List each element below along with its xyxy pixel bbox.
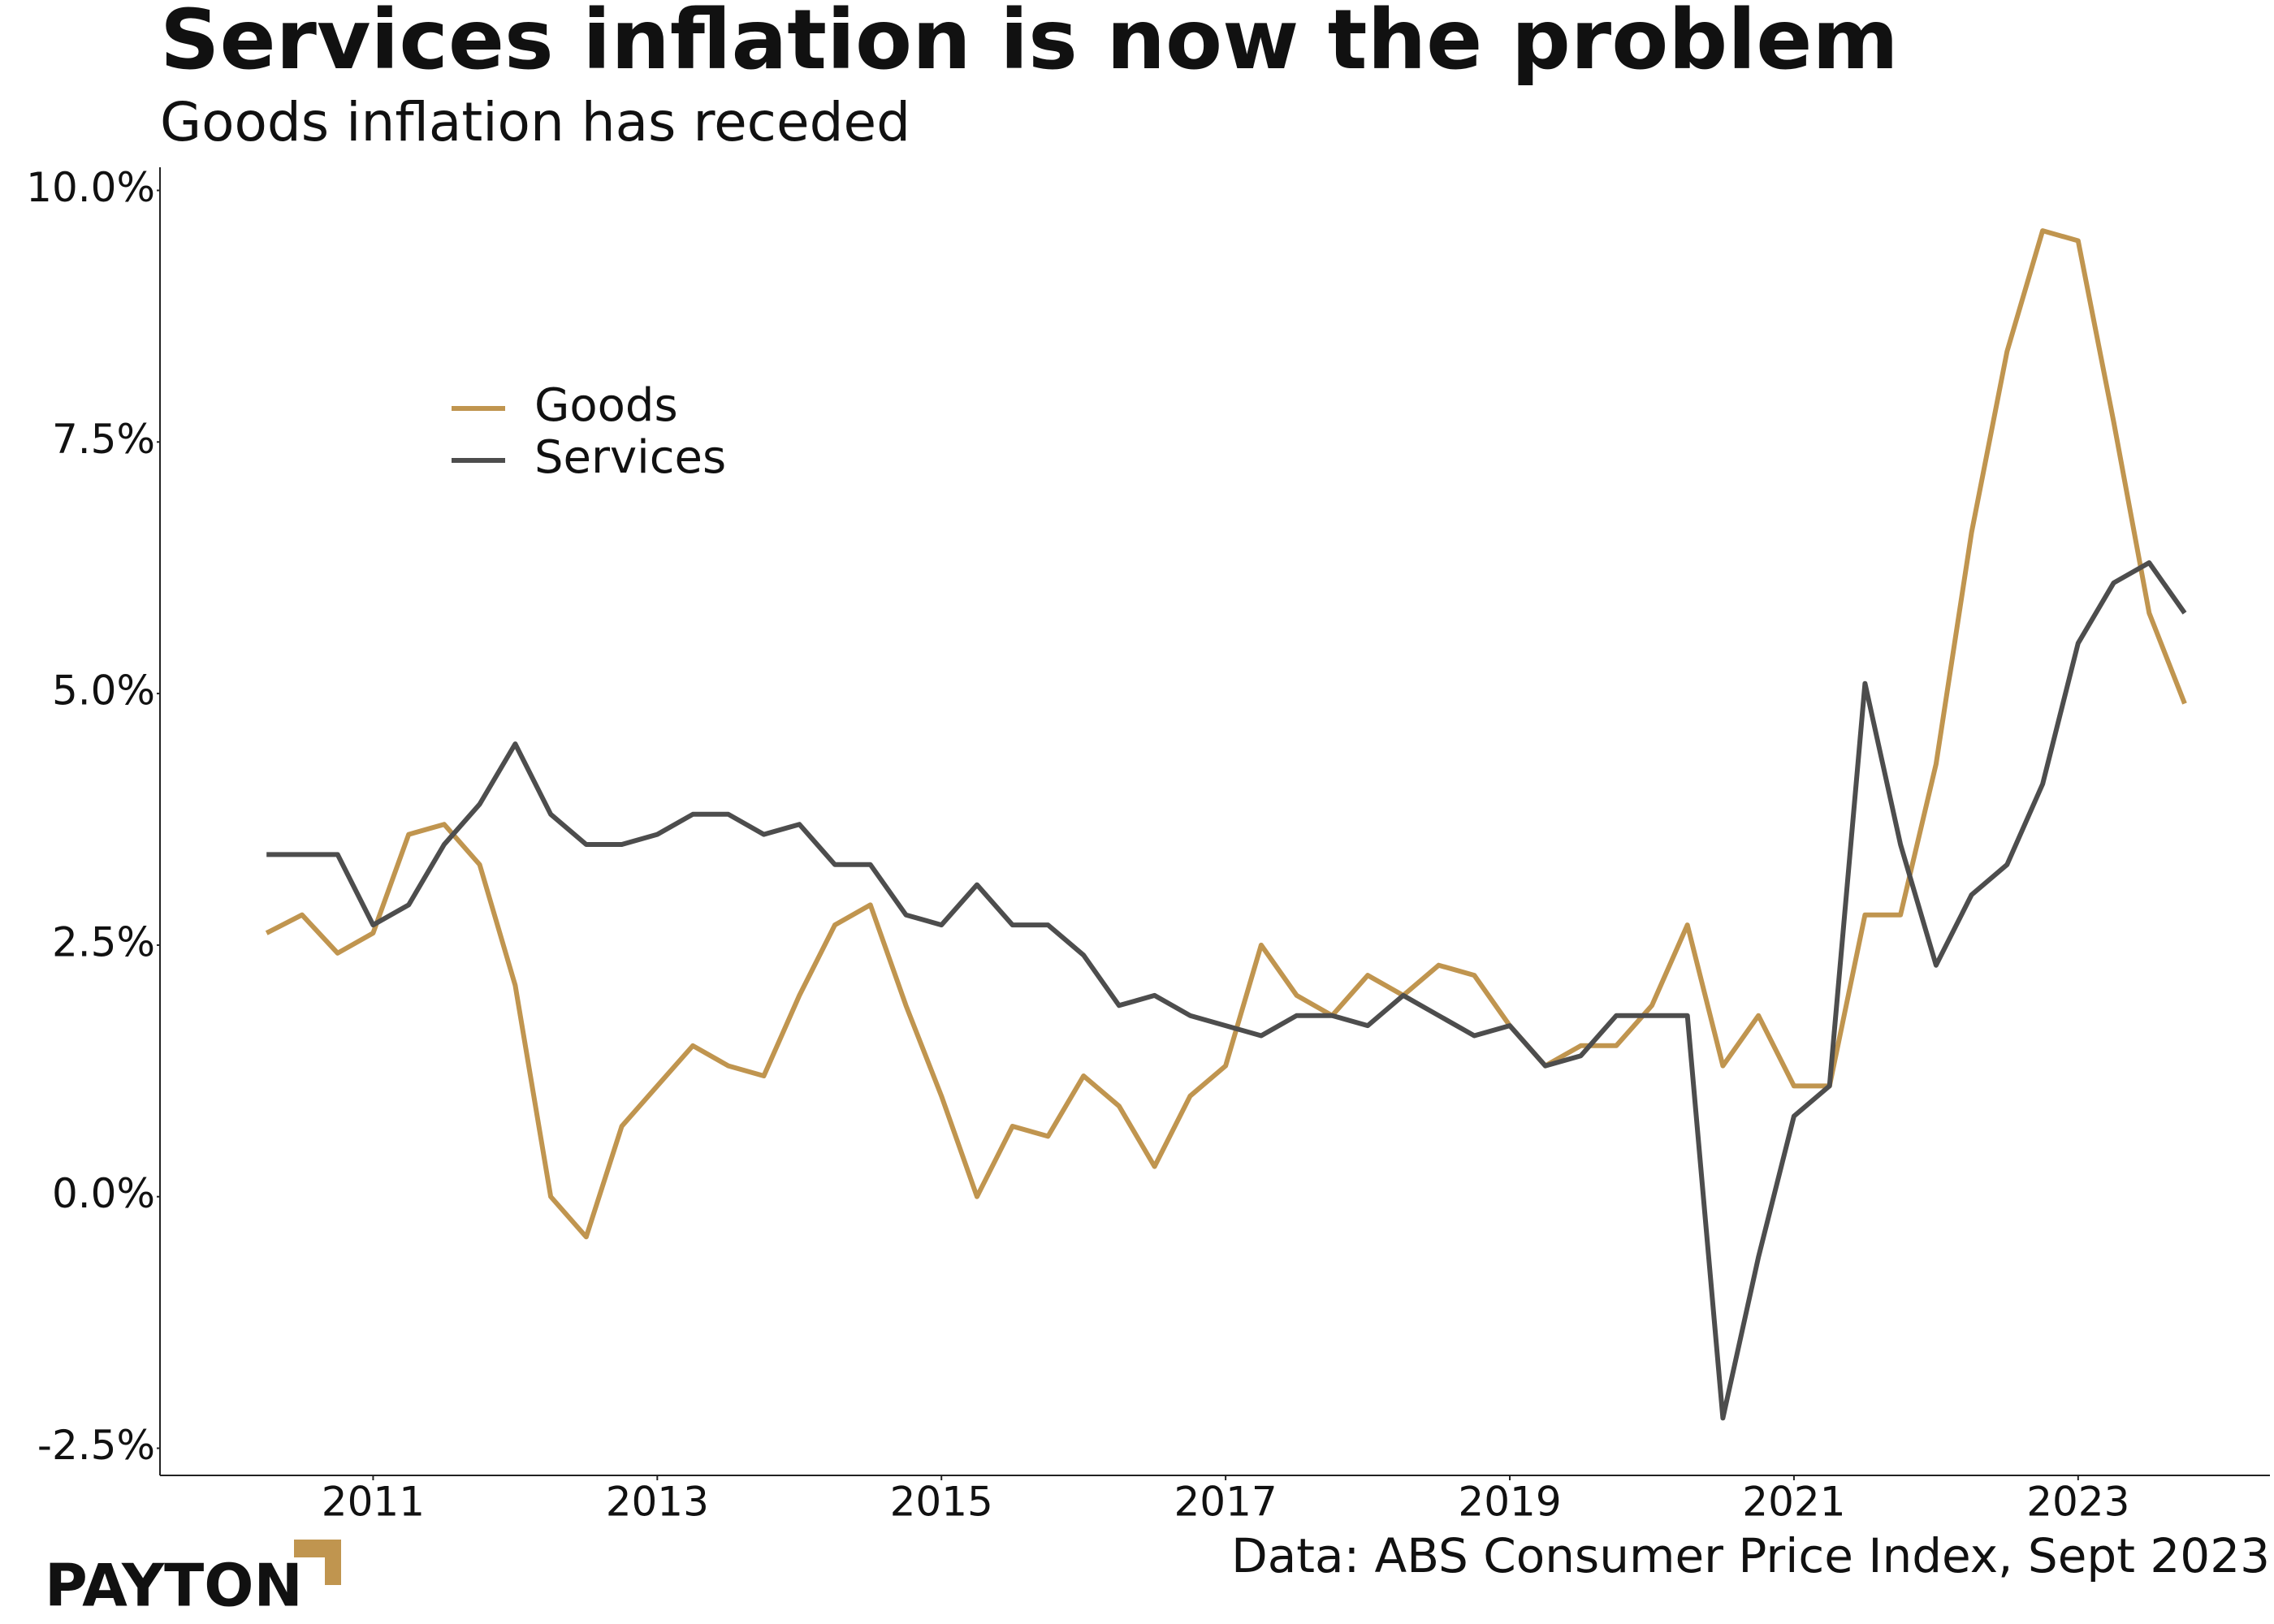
legend-label: Goods — [534, 379, 678, 432]
chart-title: Services inflation is now the problem — [160, 0, 1899, 89]
y-tick-label: 0.0% — [52, 1170, 155, 1217]
logo-mark — [294, 1540, 341, 1585]
y-tick-label: 7.5% — [52, 416, 155, 463]
x-tick-label: 2019 — [1458, 1479, 1561, 1526]
y-tick-label: 2.5% — [52, 918, 155, 965]
series-line — [265, 228, 2187, 1240]
x-tick-label: 2011 — [322, 1479, 425, 1526]
series-line — [266, 560, 2187, 1421]
chart-subtitle: Goods inflation has receded — [160, 91, 910, 153]
y-tick-label: 10.0% — [26, 164, 155, 211]
legend-label: Services — [534, 431, 726, 484]
x-tick-label: 2021 — [1742, 1479, 1845, 1526]
brand: PAYTON — [45, 1552, 303, 1620]
y-tick-label: -2.5% — [37, 1422, 155, 1469]
x-tick-label: 2015 — [890, 1479, 993, 1526]
x-tick-label: 2017 — [1174, 1479, 1277, 1526]
x-tick-label: 2023 — [2026, 1479, 2129, 1526]
x-tick-label: 2013 — [606, 1479, 709, 1526]
y-tick-label: 5.0% — [52, 667, 155, 715]
source: Data: ABS Consumer Price Index, Sept 202… — [1231, 1528, 2270, 1583]
